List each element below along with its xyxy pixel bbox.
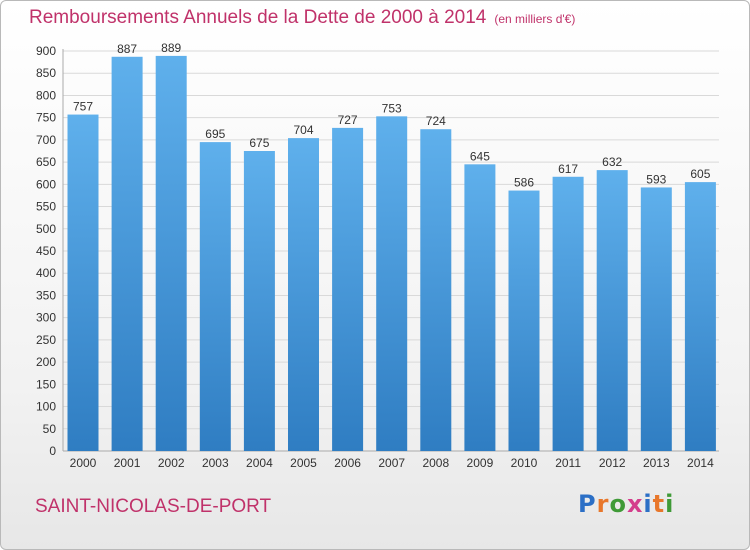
data-label: 593 bbox=[646, 172, 666, 186]
bar bbox=[67, 114, 99, 452]
y-tick-label: 550 bbox=[36, 200, 56, 214]
bar bbox=[596, 170, 628, 451]
y-tick-label: 800 bbox=[36, 88, 56, 102]
data-label: 617 bbox=[558, 162, 578, 176]
x-tick-label: 2003 bbox=[202, 456, 229, 470]
data-label: 887 bbox=[117, 42, 137, 56]
chart-title: Remboursements Annuels de la Dette de 20… bbox=[29, 7, 575, 29]
x-tick-label: 2000 bbox=[70, 456, 97, 470]
y-tick-label: 650 bbox=[36, 155, 56, 169]
chart-subtitle: (en milliers d'€) bbox=[494, 12, 576, 26]
x-tick-label: 2001 bbox=[114, 456, 141, 470]
x-tick-label: 2004 bbox=[246, 456, 273, 470]
x-tick-label: 2014 bbox=[687, 456, 714, 470]
y-tick-label: 400 bbox=[36, 266, 56, 280]
logo-letter: i bbox=[665, 490, 675, 518]
bar-chart: 0 50 100 150 200 250 300 350 400 450 500 550 600 650 7… bbox=[36, 41, 719, 470]
x-tick-label: 2013 bbox=[643, 456, 670, 470]
y-tick-label: 200 bbox=[36, 355, 56, 369]
logo-letter: P bbox=[578, 490, 597, 518]
logo-letter: o bbox=[609, 490, 627, 518]
logo-letter: r bbox=[596, 490, 610, 518]
city-name: SAINT-NICOLAS-DE-PORT bbox=[35, 496, 272, 517]
data-label: 757 bbox=[73, 100, 93, 114]
data-label: 704 bbox=[293, 123, 313, 137]
y-tick-label: 600 bbox=[36, 177, 56, 191]
y-tick-label: 900 bbox=[36, 44, 56, 58]
data-label: 645 bbox=[470, 149, 490, 163]
bar bbox=[464, 164, 496, 452]
y-tick-label: 700 bbox=[36, 133, 56, 147]
y-tick-label: 100 bbox=[36, 400, 56, 414]
bar bbox=[155, 55, 187, 452]
y-tick-label: 750 bbox=[36, 111, 56, 125]
x-tick-label: 2005 bbox=[290, 456, 317, 470]
bar bbox=[420, 129, 452, 451]
y-tick-label: 300 bbox=[36, 311, 56, 325]
x-tick-label: 2011 bbox=[555, 456, 581, 470]
y-tick-label: 150 bbox=[36, 377, 56, 391]
y-tick-label: 500 bbox=[36, 222, 56, 236]
y-tick-label: 0 bbox=[49, 444, 56, 458]
bar bbox=[243, 151, 275, 451]
x-tick-label: 2006 bbox=[334, 456, 361, 470]
bar bbox=[508, 190, 540, 452]
data-label: 727 bbox=[338, 113, 358, 127]
proxiti-logo[interactable]: Proxiti bbox=[578, 490, 674, 518]
data-label: 753 bbox=[382, 101, 402, 115]
bar bbox=[684, 182, 716, 451]
x-tick-label: 2012 bbox=[599, 456, 626, 470]
data-label: 695 bbox=[205, 127, 225, 141]
bar bbox=[199, 142, 231, 451]
logo-letter: x bbox=[626, 490, 644, 518]
y-tick-label: 50 bbox=[43, 422, 57, 436]
data-label: 586 bbox=[514, 176, 534, 190]
x-tick-label: 2009 bbox=[467, 456, 494, 470]
data-label: 889 bbox=[161, 41, 181, 55]
logo-letter: i bbox=[643, 490, 653, 518]
y-tick-label: 850 bbox=[36, 66, 56, 80]
data-label: 632 bbox=[602, 155, 622, 169]
bar bbox=[376, 116, 408, 451]
x-tick-label: 2002 bbox=[158, 456, 185, 470]
y-tick-label: 350 bbox=[36, 288, 56, 302]
data-label: 675 bbox=[249, 136, 269, 150]
logo-letter: t bbox=[652, 490, 666, 518]
y-tick-label: 250 bbox=[36, 333, 56, 347]
y-tick-label: 450 bbox=[36, 244, 56, 258]
bar bbox=[332, 127, 364, 451]
bar bbox=[552, 176, 584, 451]
x-tick-label: 2010 bbox=[511, 456, 538, 470]
bar bbox=[111, 56, 143, 452]
x-tick-label: 2007 bbox=[378, 456, 405, 470]
data-label: 605 bbox=[690, 167, 710, 181]
bar bbox=[288, 138, 319, 451]
data-label: 724 bbox=[426, 114, 446, 128]
x-tick-label: 2008 bbox=[422, 456, 449, 470]
chart-title-text: Remboursements Annuels de la Dette de 20… bbox=[29, 7, 487, 28]
bar bbox=[640, 187, 672, 451]
